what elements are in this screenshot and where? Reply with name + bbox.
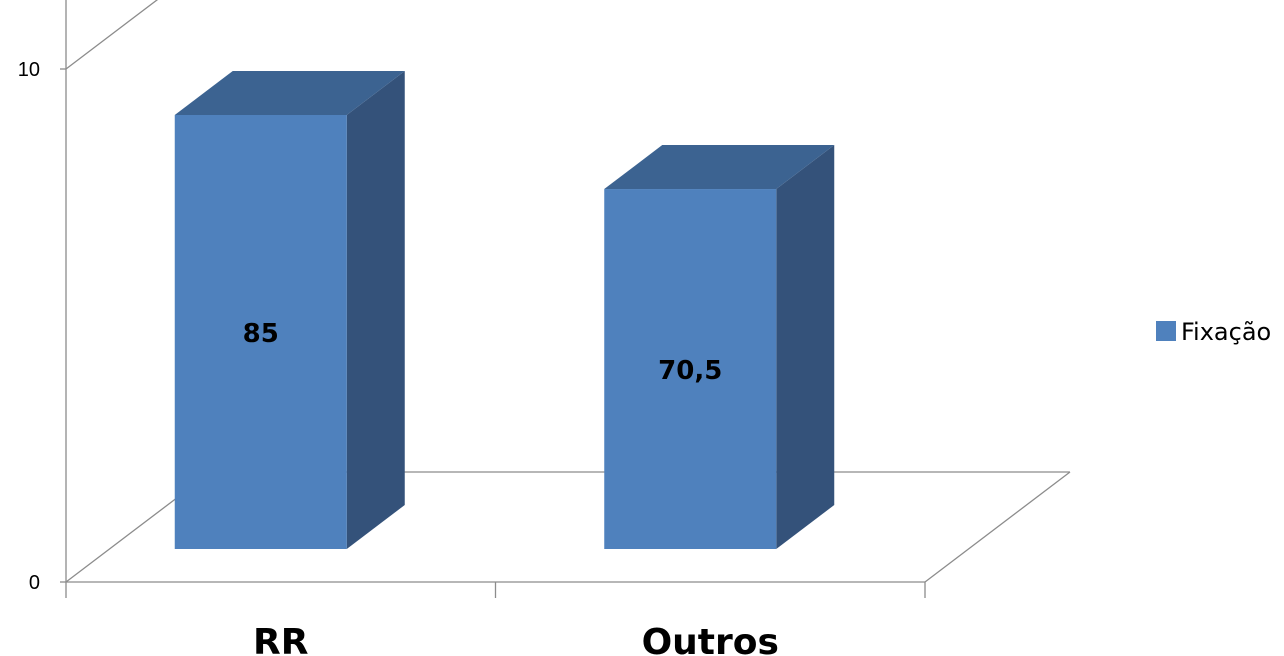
bar [604,145,835,550]
legend-label: Fixação [1181,318,1271,346]
bar-front [174,115,347,549]
y-tick-label: 0 [29,572,40,594]
bar-top [174,71,405,115]
bar-side [776,145,835,550]
gridline [65,0,159,70]
floor-edge [924,471,1071,583]
legend: Fixação [1156,318,1271,346]
bar-side [346,71,405,549]
bar [174,71,405,549]
x-axis-ticks: RR Outros [253,622,779,656]
data-label: 70,5 [658,356,722,386]
data-labels: 85 70,5 [243,319,723,386]
legend-swatch [1156,321,1176,341]
bar-top [604,145,835,190]
x-tick-label: Outros [642,622,779,656]
bars [174,71,835,550]
y-tick-label: 10 [18,59,40,81]
x-tick-label: RR [253,622,308,656]
axes [60,0,1071,598]
bar-front [604,189,777,550]
data-label: 85 [243,319,279,349]
y-axis-ticks: 0102030405060708090 [18,59,40,594]
